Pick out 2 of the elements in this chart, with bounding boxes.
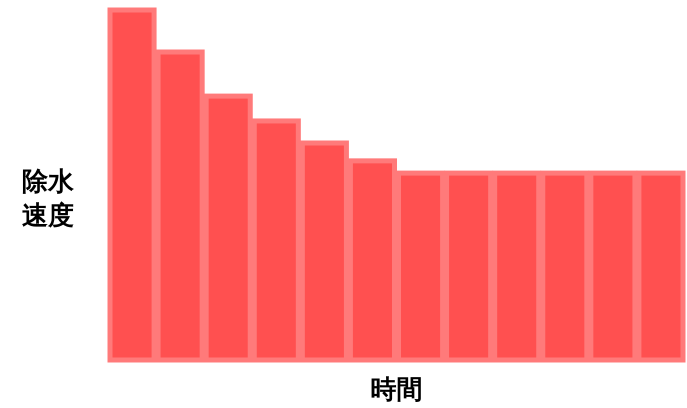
y-axis-title: 除水速度 <box>22 167 75 231</box>
x-axis-title: 時間 <box>370 375 422 405</box>
